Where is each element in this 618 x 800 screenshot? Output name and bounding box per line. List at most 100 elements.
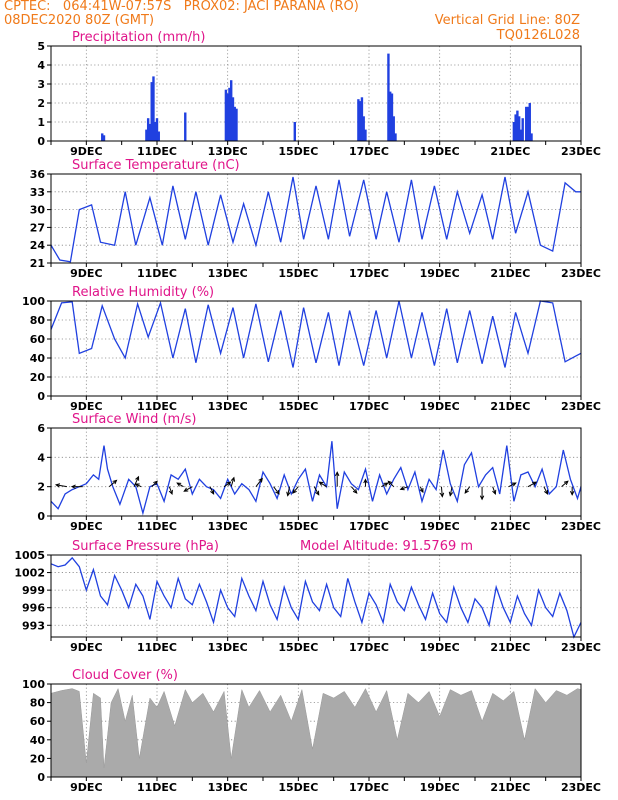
- pressure-ytick-label: 993: [22, 619, 45, 632]
- rh-xtick-label: 13DEC: [208, 400, 248, 413]
- wind-wind-vector: [209, 486, 215, 495]
- precip-bar: [102, 135, 106, 141]
- precip-bar: [152, 76, 155, 141]
- precip-bar: [521, 118, 524, 141]
- precip-xtick-label: 9DEC: [70, 145, 102, 158]
- wind-xtick-label: 21DEC: [490, 520, 530, 533]
- pressure-xtick-label: 15DEC: [278, 641, 318, 654]
- wind-wind-arrowhead: [544, 489, 549, 495]
- precip-ytick-label: 3: [37, 78, 45, 91]
- wind-wind-vector: [151, 480, 158, 488]
- wind-wind-arrowhead: [176, 482, 182, 487]
- wind-wind-arrowhead: [363, 478, 368, 484]
- precip-bar: [226, 93, 229, 141]
- wind-wind-arrowhead: [275, 489, 280, 495]
- precip-title: Precipitation (mm/h): [72, 30, 205, 45]
- temp-xtick-label: 13DEC: [208, 267, 248, 280]
- wind-wind-vector: [387, 480, 395, 488]
- wind-wind-arrowhead: [479, 495, 485, 501]
- wind-title: Surface Wind (m/s): [72, 412, 196, 427]
- cloud-xtick-label: 19DEC: [420, 781, 460, 794]
- wind-wind-vector: [287, 486, 290, 496]
- rh-xtick-label: 19DEC: [420, 400, 460, 413]
- cloud-ytick-label: 40: [30, 734, 46, 747]
- wind-ytick-label: 0: [37, 510, 45, 523]
- wind-wind-arrowhead: [492, 489, 497, 495]
- wind-wind-vector: [183, 486, 193, 492]
- pressure-annotation: Model Altitude: 91.5769 m: [300, 539, 473, 554]
- temp-series-line: [50, 176, 581, 263]
- wind-xtick-label: 17DEC: [349, 520, 389, 533]
- wind-xtick-label: 9DEC: [70, 520, 102, 533]
- wind-wind-arrowhead: [135, 475, 140, 481]
- pressure-title: Surface Pressure (hPa): [72, 539, 219, 554]
- wind-wind-arrowhead: [183, 487, 189, 492]
- temp-ytick-label: 21: [30, 257, 45, 270]
- precip-bar: [150, 82, 153, 141]
- cloud-title: Cloud Cover (%): [72, 668, 178, 683]
- precip-xtick-label: 19DEC: [420, 145, 460, 158]
- pressure-xtick-label: 21DEC: [490, 641, 530, 654]
- rh-frame: [50, 300, 582, 397]
- wind-wind-arrowhead: [153, 480, 158, 486]
- wind-ytick-label: 2: [37, 481, 45, 494]
- precip-bar: [525, 106, 528, 141]
- wind-wind-vector: [176, 482, 184, 488]
- precip-bar: [516, 110, 519, 141]
- wind-xtick-label: 13DEC: [208, 520, 248, 533]
- precip-bar: [224, 89, 228, 141]
- precip-ytick-label: 2: [37, 97, 45, 110]
- pressure-frame: [50, 554, 582, 638]
- wind-wind-vector: [168, 486, 173, 495]
- rh-xtick-label: 9DEC: [70, 400, 102, 413]
- rh-ytick-label: 40: [30, 352, 46, 365]
- wind-wind-arrowhead: [112, 479, 118, 485]
- precip-xtick-label: 15DEC: [278, 145, 318, 158]
- precip-bar: [390, 93, 394, 141]
- wind-wind-arrowhead: [226, 481, 232, 486]
- wind-wind-arrowhead: [315, 490, 320, 496]
- wind-wind-arrowhead: [511, 482, 517, 487]
- wind-wind-vector: [561, 480, 569, 488]
- rh-xtick-label: 17DEC: [349, 400, 389, 413]
- precip-frame: [50, 45, 582, 142]
- wind-wind-arrowhead: [230, 476, 236, 482]
- wind-wind-arrowhead: [419, 488, 424, 494]
- pressure-ytick-label: 1002: [14, 567, 45, 580]
- precip-bar: [230, 80, 233, 141]
- wind-wind-vector: [381, 482, 388, 488]
- cloud-ytick-label: 80: [30, 697, 46, 710]
- temp-xtick-label: 21DEC: [490, 267, 530, 280]
- wind-xtick-label: 23DEC: [561, 520, 601, 533]
- wind-wind-vector: [223, 481, 231, 488]
- precip-bar: [530, 133, 533, 141]
- wind-wind-arrowhead: [532, 481, 538, 486]
- cloud-frame: [50, 683, 582, 778]
- wind-frame: [50, 427, 582, 517]
- pressure-xtick-label: 17DEC: [349, 641, 389, 654]
- wind-wind-vector: [440, 486, 443, 497]
- precip-bar: [358, 101, 362, 141]
- rh-xtick-label: 23DEC: [561, 400, 601, 413]
- header-station-line: CPTEC: 064:41W-07:57S PROX02: JACI PARAN…: [4, 0, 359, 14]
- pressure-xtick-label: 13DEC: [208, 641, 248, 654]
- wind-wind-arrowhead: [352, 488, 358, 494]
- cloud-xtick-label: 23DEC: [561, 781, 601, 794]
- wind-wind-vector: [273, 486, 280, 495]
- rh-title: Relative Humidity (%): [72, 285, 214, 300]
- precip-bar: [362, 116, 365, 141]
- wind-wind-arrowhead: [399, 486, 405, 491]
- rh-xtick-label: 15DEC: [278, 400, 318, 413]
- rh-ytick-label: 20: [30, 371, 46, 384]
- wind-wind-arrowhead: [335, 471, 340, 477]
- precip-bar: [154, 122, 157, 141]
- rh-xtick-label: 21DEC: [490, 400, 530, 413]
- precip-bar: [512, 122, 516, 141]
- wind-wind-arrowhead: [569, 490, 575, 496]
- pressure-xtick-label: 9DEC: [70, 641, 102, 654]
- wind-wind-vector: [292, 486, 299, 494]
- wind-wind-arrowhead: [54, 483, 61, 488]
- cloud-ytick-label: 60: [30, 715, 46, 728]
- temp-ytick-label: 36: [30, 168, 46, 181]
